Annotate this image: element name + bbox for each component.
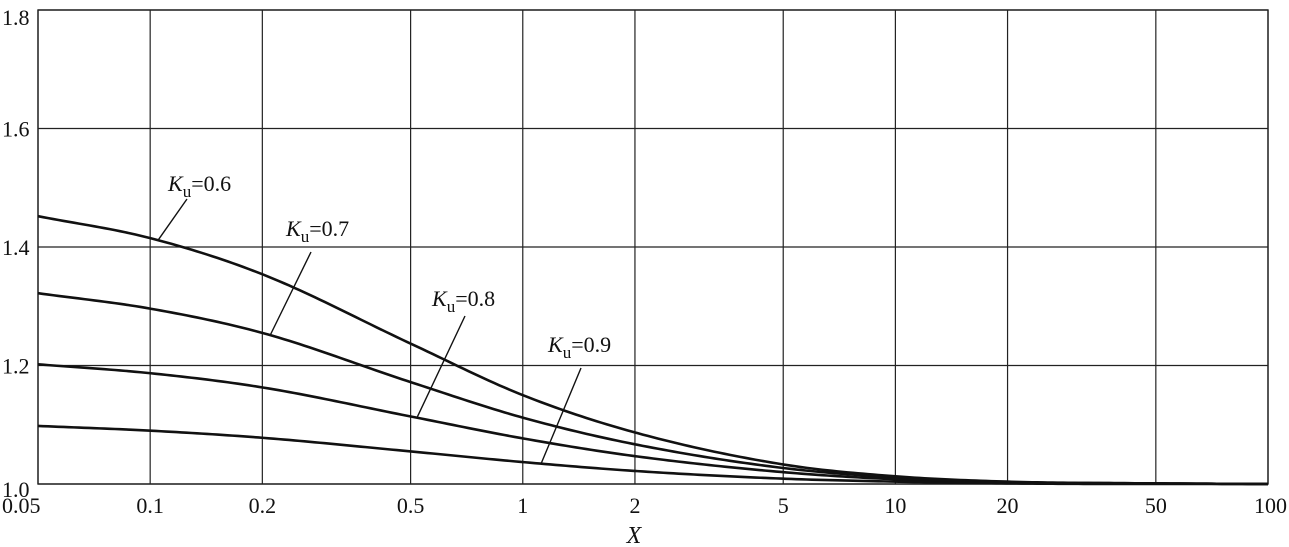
leader-line [157, 198, 188, 241]
curves [37, 214, 1269, 486]
series-label-subscript: u [301, 227, 310, 246]
series-label-subscript: u [447, 297, 456, 316]
series-label-symbol: K [285, 216, 302, 241]
x-tick-label: 10 [884, 493, 906, 518]
series-label-value: =0.8 [455, 286, 495, 311]
x-tick-label: 0.2 [249, 493, 277, 518]
x-axis-label: X [626, 523, 643, 547]
series-line [37, 291, 1269, 486]
x-tick-label: 0.5 [397, 493, 425, 518]
series-label-value: =0.7 [309, 216, 349, 241]
series-labels: Ku=0.6Ku=0.7Ku=0.8Ku=0.9 [167, 171, 611, 362]
x-tick-label: 1 [517, 493, 528, 518]
plot-frame [37, 9, 1269, 485]
grid [37, 9, 1269, 485]
series-label: Ku=0.6 [167, 171, 231, 201]
y-tick-labels: 1.0 1.2 1.4 1.6 1.8 [2, 5, 30, 502]
leader-line [416, 315, 466, 419]
leader-line [540, 367, 582, 464]
x-tick-label: 20 [997, 493, 1019, 518]
x-tick-label: 0.1 [136, 493, 164, 518]
series-label: Ku=0.9 [547, 332, 611, 362]
series-label-subscript: u [183, 182, 192, 201]
x-tick-labels: 0.05 0.1 0.2 0.5 1 2 5 10 20 50 100 [2, 493, 1287, 518]
x-tick-label: 100 [1254, 493, 1287, 518]
x-tick-label: 2 [629, 493, 640, 518]
y-tick-label: 1.6 [2, 117, 30, 142]
y-tick-label: 1.8 [2, 5, 30, 30]
y-tick-label: 1.4 [2, 235, 30, 260]
series-label-value: =0.9 [571, 332, 611, 357]
series-label-symbol: K [431, 286, 448, 311]
leader-line [269, 251, 312, 336]
x-tick-label: 50 [1145, 493, 1167, 518]
series-label-subscript: u [563, 343, 572, 362]
series-line [37, 363, 1269, 486]
leader-lines [157, 198, 582, 464]
series-line [37, 424, 1268, 486]
series-label: Ku=0.8 [431, 286, 495, 316]
x-tick-label: 0.05 [2, 493, 41, 518]
series-label: Ku=0.7 [285, 216, 349, 246]
y-tick-label: 1.0 [2, 477, 30, 502]
series-label-symbol: K [547, 332, 564, 357]
series-label-symbol: K [167, 171, 184, 196]
series-line [37, 214, 1269, 486]
y-tick-label: 1.2 [2, 354, 30, 379]
series-label-value: =0.6 [191, 171, 231, 196]
x-tick-label: 5 [778, 493, 789, 518]
